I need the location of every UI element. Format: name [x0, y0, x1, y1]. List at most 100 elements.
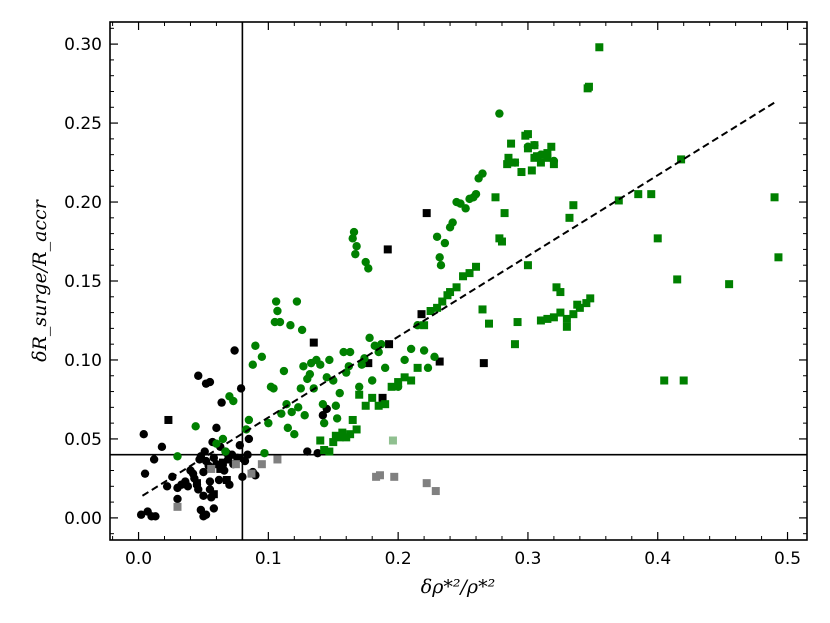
data-point-circle — [201, 510, 211, 519]
data-point-circle — [357, 360, 367, 369]
data-point-circle — [136, 510, 146, 519]
data-point-square — [523, 261, 532, 270]
data-point-square — [459, 272, 468, 281]
data-point-square — [465, 269, 474, 278]
data-point-square — [770, 193, 779, 202]
data-point-square — [329, 438, 338, 447]
data-point-circle — [318, 411, 328, 420]
data-point-circle — [318, 399, 328, 409]
data-point-square — [500, 209, 509, 218]
data-point-square — [725, 280, 734, 289]
data-point-circle — [271, 297, 281, 306]
data-point-circle — [235, 441, 244, 450]
data-point-circle — [238, 472, 247, 482]
data-point-circle — [364, 264, 373, 273]
data-point-square — [346, 430, 355, 439]
data-point-circle — [471, 189, 481, 199]
data-point-circle — [367, 376, 377, 385]
data-point-circle — [205, 377, 215, 387]
data-point-square — [426, 307, 435, 316]
data-point-square — [491, 193, 500, 202]
data-point-square — [348, 415, 357, 424]
data-point-square — [549, 313, 558, 322]
series-black-square — [164, 209, 488, 499]
data-point-circle — [419, 346, 429, 355]
data-point-circle — [269, 384, 278, 393]
data-point-circle — [319, 418, 329, 428]
data-point-circle — [296, 384, 305, 393]
y-axis-label: δR_surge/R_accr — [29, 198, 51, 362]
data-point-square — [556, 308, 565, 317]
data-point-square — [422, 209, 431, 218]
data-point-square — [388, 436, 397, 445]
data-point-circle — [355, 382, 364, 392]
data-point-square — [497, 237, 506, 246]
data-point-square — [320, 445, 329, 454]
data-point-circle — [248, 360, 257, 369]
data-point-square — [543, 153, 552, 162]
data-point-square — [478, 305, 487, 314]
data-point-square — [543, 149, 552, 158]
data-point-circle — [200, 447, 209, 456]
y-tick-label: 0.15 — [64, 272, 102, 292]
data-point-circle — [432, 232, 442, 241]
data-point-circle — [478, 169, 487, 178]
data-point-square — [407, 376, 416, 385]
data-point-circle — [151, 512, 160, 521]
data-point-square — [677, 155, 686, 164]
data-point-square — [517, 168, 526, 177]
data-point-circle — [332, 414, 342, 423]
data-point-square — [582, 299, 591, 308]
data-point-circle — [183, 482, 193, 491]
data-point-circle — [217, 398, 226, 407]
data-point-square — [438, 297, 447, 306]
data-point-circle — [313, 448, 322, 458]
data-point-circle — [209, 453, 219, 463]
data-point-square — [523, 144, 532, 153]
data-point-square — [374, 401, 383, 410]
data-point-square — [527, 166, 536, 175]
data-point-circle — [283, 423, 293, 433]
data-point-square — [338, 428, 347, 437]
data-point-circle — [236, 384, 246, 393]
data-point-square — [361, 401, 370, 410]
data-point-square — [385, 340, 394, 349]
series-grey-square — [173, 455, 440, 511]
data-point-square — [207, 464, 216, 473]
data-point-square — [556, 288, 565, 297]
data-point-circle — [191, 422, 200, 431]
data-point-circle — [275, 317, 285, 327]
x-axis-label: δρ*²/ρ*² — [421, 576, 495, 598]
data-point-square — [216, 464, 225, 473]
data-point-square — [335, 433, 344, 442]
data-point-square — [431, 487, 440, 496]
data-point-circle — [361, 257, 370, 267]
data-point-circle — [139, 429, 148, 439]
data-point-circle — [157, 442, 167, 452]
data-point-circle — [229, 396, 238, 406]
data-point-circle — [406, 344, 416, 354]
data-point-square — [562, 314, 571, 323]
data-point-square — [394, 378, 403, 387]
data-point-circle — [339, 347, 348, 357]
data-point-square — [352, 425, 361, 434]
data-point-circle — [205, 477, 215, 486]
data-point-circle — [173, 452, 182, 461]
data-point-square — [368, 393, 377, 402]
data-point-square — [774, 253, 783, 262]
x-tick-label: 0.2 — [385, 549, 412, 569]
y-tick-label: 0.10 — [64, 351, 102, 371]
data-point-circle — [335, 388, 344, 398]
data-point-circle — [244, 415, 254, 425]
data-point-circle — [325, 355, 334, 365]
data-point-square — [660, 376, 669, 385]
data-point-square — [309, 338, 318, 347]
data-point-square — [325, 447, 334, 456]
data-point-circle — [212, 439, 221, 448]
data-point-square — [452, 283, 461, 292]
data-point-circle — [294, 403, 303, 412]
data-point-circle — [242, 425, 251, 434]
data-point-square — [634, 190, 643, 199]
data-point-square — [679, 376, 688, 385]
data-point-circle — [264, 418, 273, 428]
